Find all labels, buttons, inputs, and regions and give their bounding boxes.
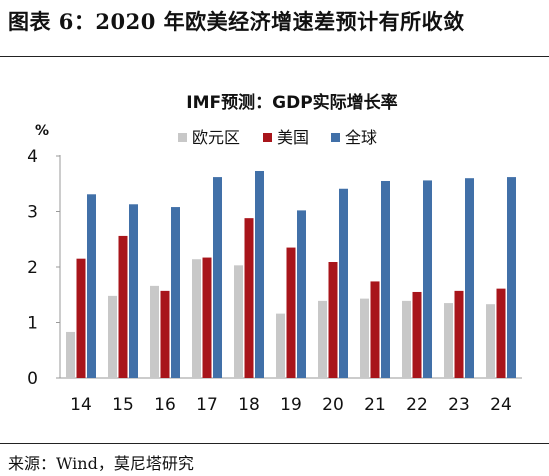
- y-tick-label: 4: [27, 147, 38, 167]
- legend-label: 欧元区: [192, 128, 240, 147]
- x-tick-label: 21: [364, 395, 386, 415]
- bar-欧元区-19: [276, 313, 285, 378]
- x-tick-label: 17: [196, 395, 218, 415]
- y-tick-label: 1: [27, 314, 38, 334]
- bar-全球-23: [465, 178, 474, 378]
- bar-全球-19: [297, 210, 306, 378]
- bar-全球-17: [213, 177, 222, 378]
- x-tick-label: 24: [490, 395, 512, 415]
- legend-swatch-欧元区: [178, 133, 187, 142]
- bar-美国-17: [202, 257, 212, 378]
- bar-欧元区-16: [150, 285, 159, 378]
- bar-全球-22: [423, 180, 432, 378]
- x-tick-label: 22: [406, 395, 428, 415]
- bar-全球-14: [87, 194, 96, 378]
- y-axis-unit: %: [35, 123, 49, 139]
- bar-美国-22: [412, 291, 422, 378]
- bar-美国-16: [160, 290, 170, 378]
- figure-title: 图表 6：2020 年欧美经济增速差预计有所收敛: [8, 9, 465, 34]
- x-tick-label: 20: [322, 395, 344, 415]
- legend-label: 全球: [345, 128, 377, 147]
- bar-欧元区-22: [402, 300, 411, 378]
- top-rule: [0, 56, 549, 57]
- bar-欧元区-15: [108, 295, 117, 378]
- legend-swatch-美国: [263, 133, 272, 142]
- bar-欧元区-21: [360, 298, 369, 378]
- x-tick-label: 14: [70, 395, 92, 415]
- bar-美国-14: [76, 258, 86, 378]
- chart-title: IMF预测：GDP实际增长率: [186, 92, 397, 113]
- bar-美国-23: [454, 290, 464, 378]
- bar-美国-15: [118, 235, 128, 378]
- bar-欧元区-24: [486, 304, 495, 378]
- bar-全球-21: [381, 180, 390, 378]
- bottom-rule: [0, 443, 549, 444]
- bar-欧元区-20: [318, 300, 327, 378]
- chart-legend: 欧元区 美国 全球: [178, 128, 377, 147]
- legend-label: 美国: [277, 128, 309, 147]
- bar-美国-24: [496, 288, 506, 378]
- x-tick-label: 16: [154, 395, 176, 415]
- x-tick-label: 15: [112, 395, 134, 415]
- bar-欧元区-14: [66, 331, 75, 378]
- y-tick-label: 2: [27, 258, 38, 278]
- legend-swatch-全球: [331, 133, 340, 142]
- x-tick-label: 23: [448, 395, 470, 415]
- y-tick-label: 0: [27, 369, 38, 389]
- y-tick-label: 3: [27, 203, 38, 223]
- bar-美国-20: [328, 262, 338, 378]
- x-tick-label: 18: [238, 395, 260, 415]
- bar-美国-21: [370, 281, 380, 378]
- source-note: 来源：Wind，莫尼塔研究: [8, 454, 194, 473]
- bar-全球-20: [339, 188, 348, 378]
- bar-全球-24: [507, 177, 516, 378]
- bar-全球-18: [255, 170, 264, 378]
- bar-欧元区-23: [444, 303, 453, 378]
- bar-全球-15: [129, 204, 138, 378]
- bar-美国-18: [244, 218, 254, 378]
- bar-欧元区-17: [192, 259, 201, 378]
- bar-欧元区-18: [234, 265, 243, 378]
- bar-美国-19: [286, 247, 296, 378]
- x-tick-label: 19: [280, 395, 302, 415]
- bar-全球-16: [171, 207, 180, 378]
